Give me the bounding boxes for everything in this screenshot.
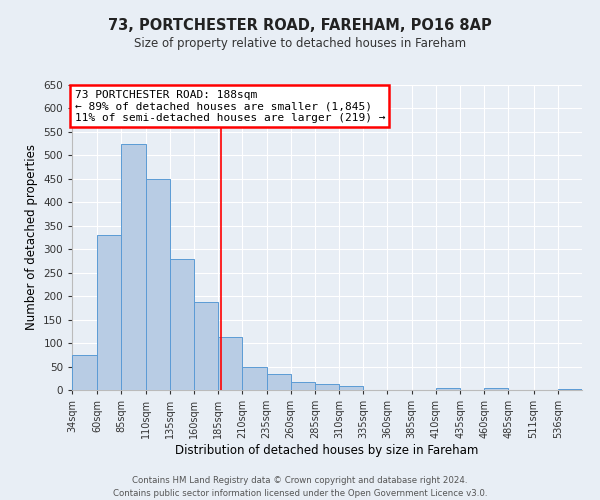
Bar: [315, 384, 339, 390]
Text: Size of property relative to detached houses in Fareham: Size of property relative to detached ho…: [134, 38, 466, 51]
Y-axis label: Number of detached properties: Number of detached properties: [25, 144, 38, 330]
Bar: [194, 302, 218, 390]
Bar: [72, 355, 97, 390]
X-axis label: Distribution of detached houses by size in Fareham: Distribution of detached houses by size …: [175, 444, 479, 457]
Bar: [97, 235, 121, 390]
Bar: [218, 337, 242, 390]
Text: Contains public sector information licensed under the Open Government Licence v3: Contains public sector information licen…: [113, 489, 487, 498]
Text: 73 PORTCHESTER ROAD: 188sqm
← 89% of detached houses are smaller (1,845)
11% of : 73 PORTCHESTER ROAD: 188sqm ← 89% of det…: [74, 90, 385, 123]
Bar: [558, 388, 582, 390]
Text: 73, PORTCHESTER ROAD, FAREHAM, PO16 8AP: 73, PORTCHESTER ROAD, FAREHAM, PO16 8AP: [108, 18, 492, 32]
Bar: [484, 388, 508, 390]
Bar: [339, 386, 363, 390]
Bar: [146, 179, 170, 390]
Bar: [170, 258, 194, 390]
Bar: [121, 144, 146, 390]
Bar: [266, 374, 291, 390]
Bar: [436, 388, 460, 390]
Bar: [291, 382, 315, 390]
Bar: [242, 366, 266, 390]
Text: Contains HM Land Registry data © Crown copyright and database right 2024.: Contains HM Land Registry data © Crown c…: [132, 476, 468, 485]
